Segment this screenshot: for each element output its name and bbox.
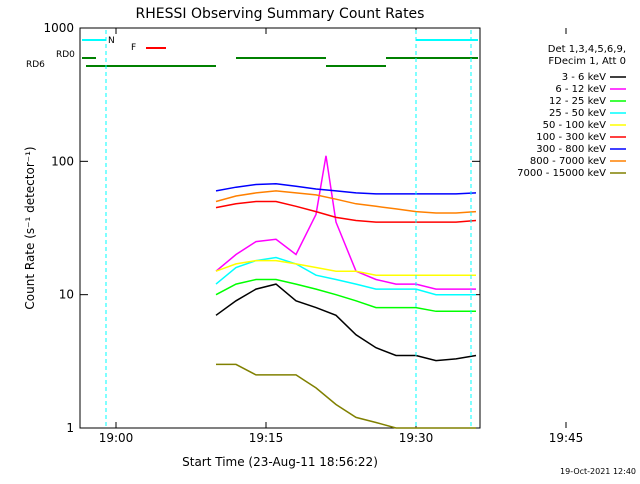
legend-header-1: FDecim 1, Att 0	[548, 56, 626, 67]
annotation-rd6: RD6	[26, 60, 45, 70]
series-line-1	[215, 155, 476, 290]
series-line-4	[215, 259, 476, 276]
annotation-f: F	[131, 43, 136, 53]
x-tick-label-0: 19:00	[99, 431, 134, 445]
x-tick-label-3: 19:45	[549, 431, 584, 445]
legend: Det 1,3,4,5,6,9,FDecim 1, Att 0 3 - 6 keV…	[517, 44, 626, 179]
legend-label-4: 50 - 100 keV	[543, 120, 607, 131]
legend-header-0: Det 1,3,4,5,6,9,	[548, 44, 626, 55]
x-tick-label-2: 19:30	[399, 431, 434, 445]
series-line-7	[215, 190, 477, 214]
series-line-2	[215, 278, 476, 313]
y-tick-label-0: 1	[66, 421, 74, 435]
chart-title: RHESSI Observing Summary Count Rates	[136, 6, 425, 22]
y-tick-label-3: 1000	[43, 21, 74, 35]
legend-label-2: 12 - 25 keV	[549, 96, 606, 107]
legend-label-0: 3 - 6 keV	[562, 72, 606, 83]
series-line-5	[215, 200, 477, 223]
legend-label-1: 6 - 12 keV	[555, 84, 606, 95]
legend-label-3: 25 - 50 keV	[549, 108, 606, 119]
legend-label-5: 100 - 300 keV	[536, 132, 606, 143]
y-tick-label-1: 10	[59, 288, 74, 302]
legend-label-8: 7000 - 15000 keV	[517, 168, 606, 179]
x-axis-label: Start Time (23-Aug-11 18:56:22)	[182, 455, 378, 469]
y-tick-label-2: 100	[51, 154, 74, 168]
series-line-0	[215, 283, 477, 362]
annotation-n: N	[108, 36, 115, 46]
legend-label-6: 300 - 800 keV	[536, 144, 606, 155]
x-tick-label-1: 19:15	[249, 431, 284, 445]
series-line-6	[215, 182, 477, 195]
annotation-rd0: RD0	[56, 50, 75, 60]
y-axis-label: Count Rate (s⁻¹ detector⁻¹)	[23, 146, 37, 309]
timestamp: 19-Oct-2021 12:40	[560, 467, 636, 476]
series-line-8	[216, 363, 476, 429]
plot-frame	[79, 27, 481, 429]
legend-label-7: 800 - 7000 keV	[530, 156, 606, 167]
